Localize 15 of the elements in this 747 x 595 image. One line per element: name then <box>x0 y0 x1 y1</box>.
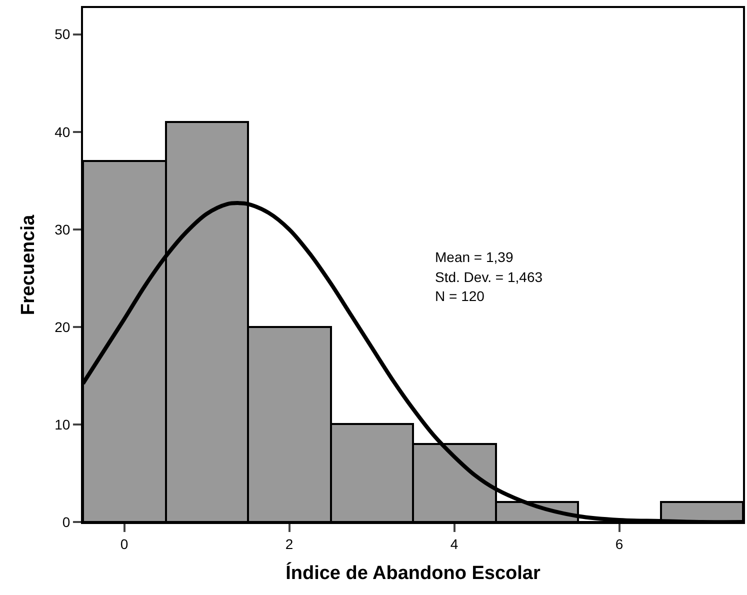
annotation: Mean = 1,39 <box>435 249 514 265</box>
y-tick-label: 10 <box>54 416 70 432</box>
y-tick-label: 20 <box>54 318 70 335</box>
y-axis-title: Frecuencia <box>18 214 39 316</box>
annotation: N = 120 <box>435 288 485 304</box>
y-tick-label: 30 <box>54 221 70 238</box>
y-tick-label: 0 <box>62 514 70 530</box>
x-tick-label: 6 <box>615 536 624 552</box>
x-tick-label: 4 <box>450 536 458 552</box>
annotation: Std. Dev. = 1,463 <box>435 269 543 285</box>
x-tick-label: 0 <box>120 536 128 552</box>
x-axis-title: Índice de Abandono Escolar <box>286 562 541 584</box>
y-tick-label: 50 <box>54 26 70 42</box>
x-tick-label: 2 <box>285 536 294 552</box>
y-tick-label: 40 <box>54 124 70 140</box>
